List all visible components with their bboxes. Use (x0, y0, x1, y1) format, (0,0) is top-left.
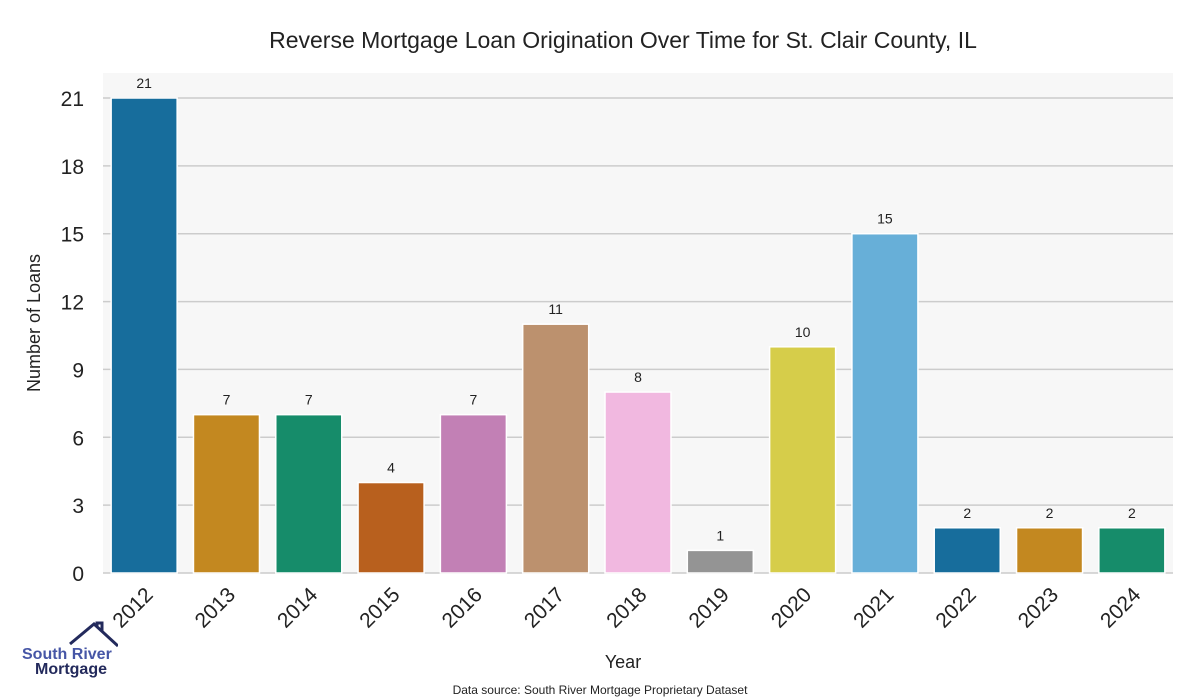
bar-2018 (604, 391, 672, 574)
data-label: 2 (963, 505, 971, 521)
y-tick-label: 9 (72, 359, 84, 382)
data-label: 8 (634, 369, 642, 385)
logo-line-2: Mortgage (35, 661, 107, 678)
chart-title: Reverse Mortgage Loan Origination Over T… (269, 27, 977, 53)
x-tick-label: 2014 (273, 583, 323, 633)
x-tick-label: 2024 (1096, 583, 1146, 633)
house-roof-icon (69, 621, 118, 648)
x-tick-label: 2017 (520, 583, 569, 632)
x-tick-label: 2019 (685, 583, 734, 632)
x-tick-label: 2023 (1014, 583, 1063, 632)
data-label: 7 (305, 392, 313, 408)
data-label: 7 (469, 392, 477, 408)
data-label: 2 (1128, 505, 1136, 521)
y-tick-label: 15 (61, 224, 84, 247)
bar-2012 (110, 97, 178, 574)
logo-line-1: South River (22, 646, 112, 663)
bar-2019 (686, 549, 755, 574)
x-tick-label: 2020 (767, 583, 816, 632)
bar-2021 (851, 232, 919, 574)
y-tick-label: 12 (61, 292, 84, 315)
bar-2013 (192, 413, 261, 574)
south-river-logo: South River Mortgage (18, 620, 118, 682)
x-tick-label: 2013 (191, 583, 240, 632)
data-label: 21 (136, 75, 152, 91)
bar-2016 (439, 413, 508, 574)
data-source-note: Data source: South River Mortgage Propri… (453, 683, 748, 697)
x-tick-label: 2021 (849, 583, 898, 632)
y-tick-label: 6 (72, 427, 84, 450)
bar-2023 (1015, 527, 1084, 574)
y-tick-label: 18 (61, 156, 84, 179)
y-tick-label: 21 (61, 88, 84, 111)
x-tick-label: 2022 (931, 583, 980, 632)
data-label: 2 (1046, 505, 1054, 521)
y-tick-label: 3 (72, 495, 84, 518)
x-tick-label: 2018 (602, 583, 651, 632)
y-axis-label: Number of Loans (24, 254, 44, 392)
bar-2020 (768, 346, 837, 574)
y-tick-label: 0 (72, 563, 84, 586)
data-label: 4 (387, 460, 395, 476)
x-tick-label: 2015 (355, 583, 404, 632)
bar-2014 (275, 413, 343, 574)
x-tick-label: 2016 (438, 583, 487, 632)
data-label: 11 (548, 301, 563, 317)
data-label: 15 (877, 211, 893, 227)
bar-2015 (357, 481, 425, 574)
data-label: 10 (795, 324, 811, 340)
bar-2017 (521, 323, 590, 574)
bar-2024 (1098, 527, 1166, 574)
data-label: 7 (223, 392, 231, 408)
data-label: 1 (716, 527, 724, 543)
x-axis-label: Year (605, 652, 641, 672)
bar-2022 (933, 527, 1001, 574)
